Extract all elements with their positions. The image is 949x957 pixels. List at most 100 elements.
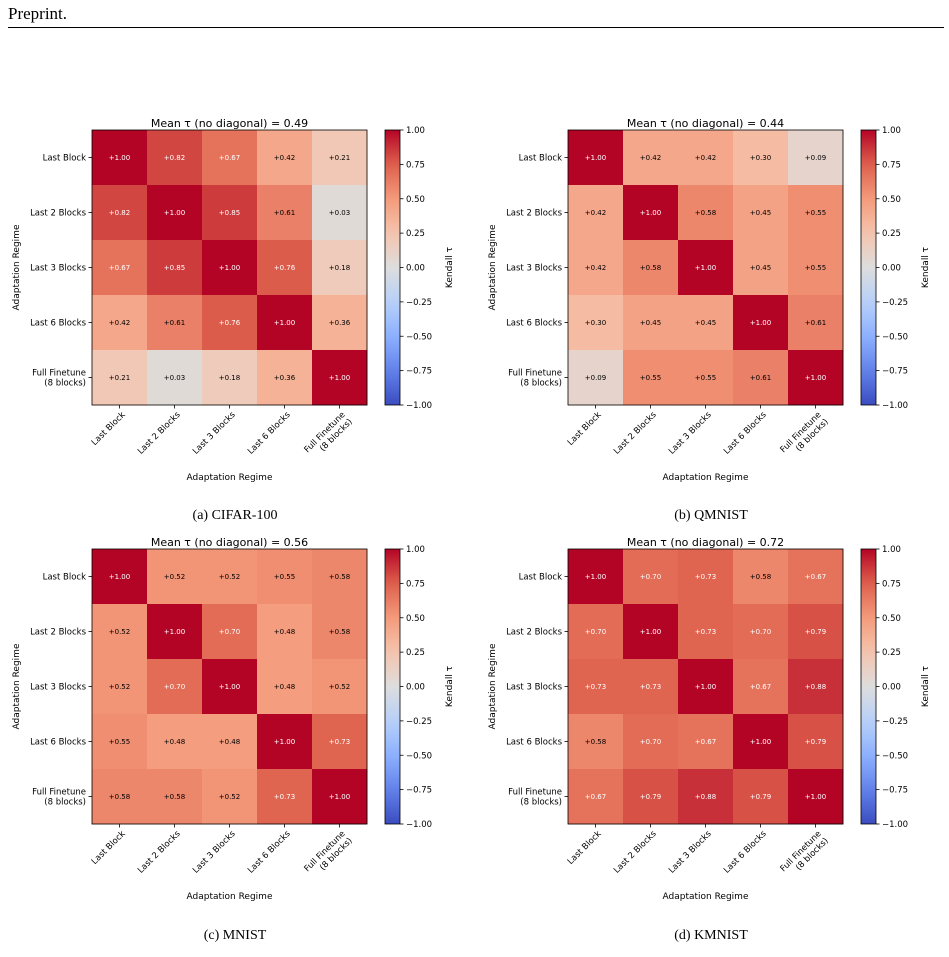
heatmap-cell — [147, 240, 203, 296]
cell-value-label: +1.00 — [695, 264, 716, 272]
cell-value-label: +0.73 — [329, 738, 350, 746]
cell-value-label: +0.42 — [640, 154, 661, 162]
cell-value-label: +0.79 — [640, 793, 661, 801]
y-tick-label: Full Finetune (8 blocks) — [508, 788, 562, 808]
cell-value-label: +1.00 — [274, 319, 295, 327]
x-axis-label: Adaptation Regime — [187, 473, 273, 483]
cell-value-label: +1.00 — [274, 738, 295, 746]
x-tick-label: Last 6 Blocks — [246, 829, 293, 876]
colorbar — [384, 129, 401, 406]
heatmap-cell — [733, 185, 789, 241]
heatmap-cell — [788, 130, 844, 186]
cell-value-label: +0.55 — [640, 374, 661, 382]
cell-value-label: +0.61 — [805, 319, 826, 327]
heatmap-cell — [733, 659, 789, 715]
y-tick-label: Last 6 Blocks — [506, 319, 563, 329]
colorbar-tick-label: 0.25 — [882, 648, 901, 658]
x-tick-label: Last 6 Blocks — [246, 410, 293, 457]
x-axis-label: Adaptation Regime — [187, 892, 273, 902]
cell-value-label: +1.00 — [329, 374, 350, 382]
heatmap-cell — [92, 240, 148, 296]
heatmap-cell — [568, 659, 624, 715]
heatmap-cell — [788, 350, 844, 406]
y-tick-label: Last 6 Blocks — [30, 319, 87, 329]
heatmap-cell — [623, 240, 679, 296]
cell-value-label: +0.45 — [750, 209, 771, 217]
x-axis-label: Adaptation Regime — [663, 473, 749, 483]
cell-value-label: +1.00 — [164, 209, 185, 217]
heatmap-panel-qmnist: Mean τ (no diagonal) = 0.44 +1.00 +0.42 +0.… — [476, 118, 946, 538]
y-tick-label: Last 6 Blocks — [30, 738, 87, 748]
cell-value-label: +0.36 — [329, 319, 351, 327]
x-tick-label: Last 2 Blocks — [136, 410, 183, 457]
heatmap-cell — [788, 549, 844, 605]
heatmap-cell — [257, 549, 313, 605]
cell-value-label: +1.00 — [219, 683, 240, 691]
cell-value-label: +0.21 — [109, 374, 130, 382]
heatmap-cell — [568, 604, 624, 660]
cell-value-label: +0.52 — [329, 683, 350, 691]
cell-value-label: +0.52 — [219, 793, 240, 801]
cell-value-label: +1.00 — [805, 793, 826, 801]
colorbar-label: Kendall τ — [921, 666, 931, 707]
colorbar-tick-label: −0.50 — [406, 332, 432, 342]
heatmap-cell — [257, 240, 313, 296]
cell-value-label: +0.09 — [805, 154, 826, 162]
heatmap-cell — [678, 295, 734, 351]
x-tick-label: Last 3 Blocks — [667, 410, 714, 457]
cell-value-label: +0.76 — [219, 319, 241, 327]
y-tick-label: Last 2 Blocks — [30, 209, 87, 219]
cell-value-label: +0.30 — [585, 319, 606, 327]
heatmap-cell — [147, 295, 203, 351]
cell-value-label: +1.00 — [640, 209, 661, 217]
cell-value-label: +0.48 — [219, 738, 240, 746]
x-tick-label: Last 3 Blocks — [667, 829, 714, 876]
x-tick-label: Last Block — [566, 829, 604, 867]
heatmap-cell — [733, 714, 789, 770]
cell-value-label: +0.42 — [109, 319, 130, 327]
colorbar-tick-label: 0.25 — [882, 229, 901, 239]
heatmap-cell — [788, 659, 844, 715]
cell-value-label: +0.18 — [329, 264, 350, 272]
heatmap-cell — [92, 130, 148, 186]
heatmap-cell — [623, 604, 679, 660]
heatmap-cell — [788, 714, 844, 770]
colorbar-tick-label: −0.50 — [882, 751, 908, 761]
heatmap-cell — [678, 714, 734, 770]
colorbar-tick-label: −1.00 — [882, 401, 908, 411]
heatmap-cell — [147, 769, 203, 825]
colorbar-tick-label: 0.50 — [406, 195, 425, 205]
x-tick-label: Last 2 Blocks — [612, 410, 659, 457]
cell-value-label: +0.73 — [585, 683, 606, 691]
heatmap-cell — [568, 350, 624, 406]
heatmap-cell — [788, 604, 844, 660]
x-tick-label: Last 6 Blocks — [722, 410, 769, 457]
heatmap-cell — [92, 549, 148, 605]
cell-value-label: +0.79 — [805, 628, 826, 636]
heatmap-cell — [678, 769, 734, 825]
cell-value-label: +0.73 — [274, 793, 295, 801]
heatmap-cell — [733, 295, 789, 351]
y-tick-label: Last 6 Blocks — [506, 738, 563, 748]
heatmap-cell — [312, 604, 368, 660]
colorbar-tick-label: −0.50 — [406, 751, 432, 761]
cell-value-label: +0.82 — [164, 154, 185, 162]
heatmap-cell — [202, 549, 258, 605]
colorbar — [860, 548, 877, 825]
y-axis-label: Adaptation Regime — [488, 224, 498, 310]
colorbar-tick-label: 0.75 — [882, 160, 901, 170]
cell-value-label: +1.00 — [695, 683, 716, 691]
colorbar-tick-label: −1.00 — [406, 401, 432, 411]
y-tick-label: Last 3 Blocks — [30, 683, 87, 693]
y-tick-label: Last Block — [519, 573, 562, 583]
heatmap-cell — [623, 549, 679, 605]
heatmap-cell — [147, 659, 203, 715]
heatmap-cell — [92, 185, 148, 241]
x-tick-label: Full Finetune(8 blocks) — [778, 829, 830, 881]
heatmap-cell — [568, 185, 624, 241]
colorbar-tick-label: 1.00 — [406, 126, 425, 136]
cell-value-label: +0.52 — [109, 628, 130, 636]
heatmap-cell — [147, 549, 203, 605]
heatmap-cell — [312, 659, 368, 715]
heatmap-cell — [623, 769, 679, 825]
